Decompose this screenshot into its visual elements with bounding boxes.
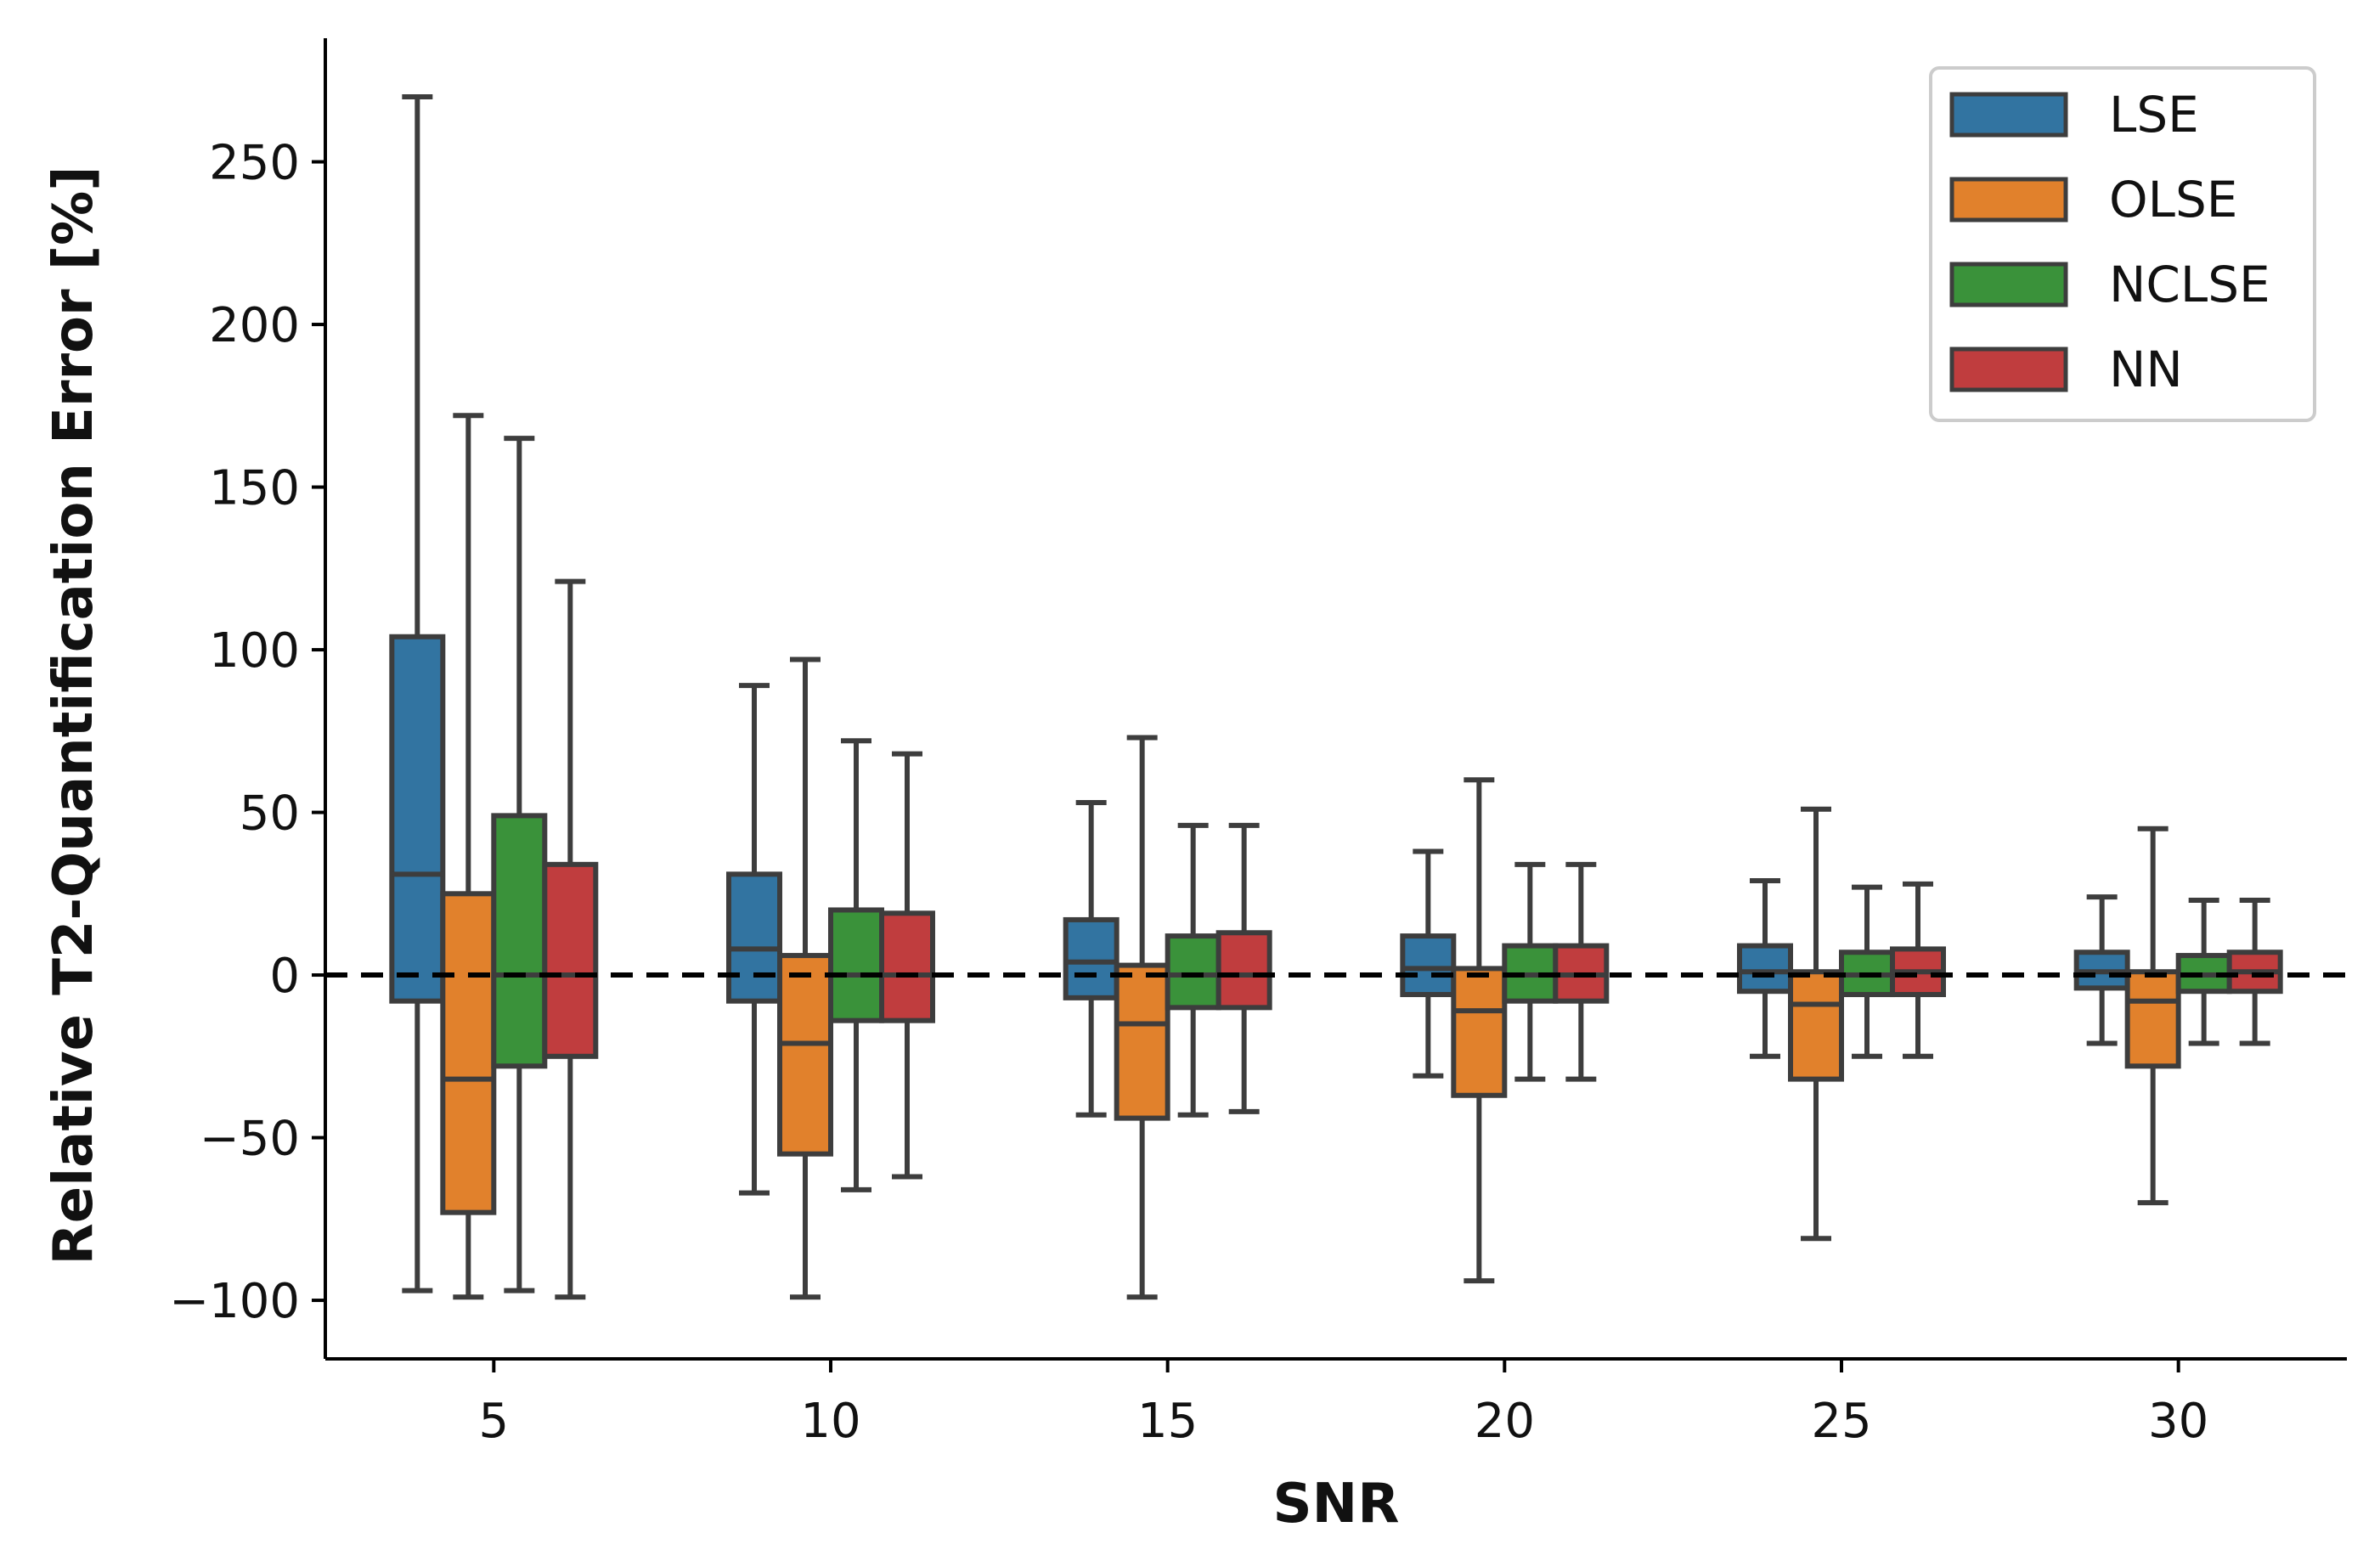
box-nn-snr-5 bbox=[542, 578, 599, 1300]
box-body-lse-snr-25 bbox=[1737, 943, 1793, 995]
y-tick-label: 0 bbox=[269, 949, 300, 1004]
box-body-olse-snr-5 bbox=[440, 891, 497, 1215]
box-body-lse-snr-20 bbox=[1400, 933, 1457, 998]
box-lse-snr-20 bbox=[1400, 848, 1457, 1079]
box-lse-snr-30 bbox=[2073, 894, 2130, 1046]
box-olse-snr-25 bbox=[1788, 806, 1844, 1242]
x-tick-label-10: 10 bbox=[800, 1394, 860, 1449]
box-nclse-snr-10 bbox=[828, 738, 884, 1192]
x-axis-ticks: 5 10 15 20 25 30 bbox=[479, 1359, 2208, 1449]
legend-frame bbox=[1929, 66, 2316, 422]
box-nn-snr-10 bbox=[879, 751, 935, 1180]
box-body-olse-snr-30 bbox=[2124, 969, 2181, 1069]
box-lse-snr-25 bbox=[1737, 877, 1793, 1059]
legend-swatch-olse bbox=[1949, 177, 2068, 223]
x-tick-label-20: 20 bbox=[1475, 1394, 1535, 1449]
box-lse-snr-15 bbox=[1063, 800, 1120, 1118]
box-body-olse-snr-20 bbox=[1451, 966, 1508, 1098]
y-tick-label: −100 bbox=[169, 1274, 300, 1329]
y-axis-title: Relative T2-Quantification Error [%] bbox=[42, 166, 105, 1265]
box-olse-snr-20 bbox=[1451, 777, 1508, 1284]
x-tick-label-15: 15 bbox=[1137, 1394, 1198, 1449]
box-body-nclse-snr-15 bbox=[1165, 933, 1221, 1011]
box-lse-snr-10 bbox=[726, 683, 782, 1196]
box-olse-snr-10 bbox=[777, 657, 833, 1300]
series-olse-boxes bbox=[440, 413, 2181, 1300]
y-tick-label: 100 bbox=[209, 623, 300, 679]
box-olse-snr-15 bbox=[1114, 735, 1170, 1300]
y-tick-label: 250 bbox=[209, 136, 300, 191]
series-nclse-boxes bbox=[491, 436, 2232, 1293]
box-olse-snr-5 bbox=[440, 413, 497, 1300]
x-tick-label-5: 5 bbox=[479, 1394, 510, 1449]
box-body-nclse-snr-5 bbox=[491, 813, 548, 1069]
box-lse-snr-5 bbox=[389, 93, 446, 1293]
legend: LSE OLSE NCLSE NN bbox=[1929, 66, 2316, 422]
y-tick-label: −50 bbox=[200, 1112, 300, 1167]
box-body-lse-snr-10 bbox=[726, 871, 782, 1004]
box-body-olse-snr-10 bbox=[777, 953, 833, 1157]
box-body-lse-snr-5 bbox=[389, 634, 446, 1004]
x-tick-label-25: 25 bbox=[1811, 1394, 1871, 1449]
box-nn-snr-30 bbox=[2226, 897, 2283, 1046]
x-tick-label-30: 30 bbox=[2148, 1394, 2208, 1449]
y-tick-label: 50 bbox=[240, 786, 300, 842]
box-body-olse-snr-15 bbox=[1114, 962, 1170, 1121]
series-lse-boxes bbox=[389, 93, 2130, 1293]
legend-label-lse: LSE bbox=[2109, 86, 2199, 144]
legend-swatch-nclse bbox=[1949, 262, 2068, 307]
box-body-lse-snr-15 bbox=[1063, 916, 1120, 1000]
box-olse-snr-30 bbox=[2124, 826, 2181, 1206]
y-axis-ticks: −100 −50 0 50 100 150 200 250 bbox=[169, 136, 325, 1329]
box-nn-snr-15 bbox=[1215, 822, 1272, 1114]
box-body-nclse-snr-10 bbox=[828, 907, 884, 1023]
y-tick-label: 200 bbox=[209, 298, 300, 353]
box-body-nn-snr-10 bbox=[879, 910, 935, 1023]
box-nclse-snr-15 bbox=[1165, 822, 1221, 1118]
x-axis-title: SNR bbox=[1273, 1473, 1400, 1536]
legend-label-nclse: NCLSE bbox=[2109, 256, 2270, 313]
legend-swatch-nn bbox=[1949, 347, 2068, 392]
box-nn-snr-25 bbox=[1890, 881, 1946, 1059]
box-body-olse-snr-25 bbox=[1788, 969, 1844, 1082]
y-tick-label: 150 bbox=[209, 461, 300, 516]
legend-label-olse: OLSE bbox=[2109, 171, 2237, 228]
series-nn-boxes bbox=[542, 578, 2283, 1300]
box-body-nn-snr-15 bbox=[1215, 930, 1272, 1011]
legend-swatch-lse bbox=[1949, 92, 2068, 138]
legend-label-nn: NN bbox=[2109, 341, 2183, 398]
box-groups bbox=[389, 93, 2283, 1300]
box-body-nn-snr-5 bbox=[542, 861, 599, 1059]
